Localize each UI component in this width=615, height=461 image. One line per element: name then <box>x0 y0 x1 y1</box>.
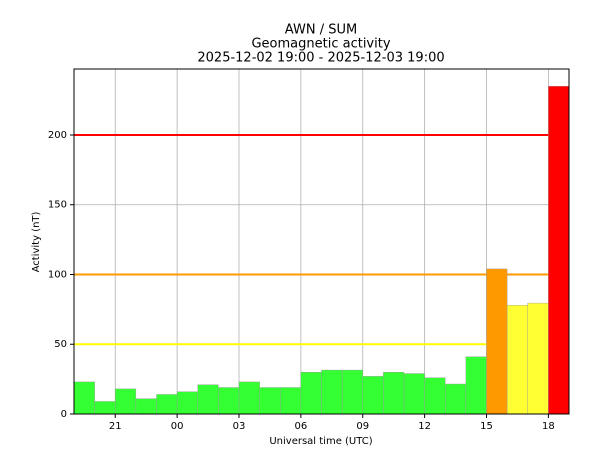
x-tick-label: 00 <box>171 421 184 432</box>
bar <box>280 387 302 415</box>
y-tick-label: 150 <box>48 200 67 211</box>
x-tick-label: 18 <box>542 421 555 432</box>
bar <box>465 356 487 415</box>
bar <box>424 377 446 415</box>
bar <box>383 371 405 415</box>
x-tick-label: 12 <box>418 421 431 432</box>
y-tick-label: 100 <box>48 269 67 280</box>
x-axis-label: Universal time (UTC) <box>269 436 372 447</box>
bar <box>115 388 137 415</box>
bar <box>197 384 219 415</box>
bar <box>94 401 116 415</box>
bar <box>238 381 260 415</box>
bar <box>218 387 240 415</box>
bar <box>73 381 95 415</box>
bar <box>548 85 570 415</box>
bar <box>321 369 343 415</box>
plot-frame <box>73 68 570 415</box>
bar <box>486 268 508 415</box>
chart-subtitle: Geomagnetic activity <box>251 37 390 52</box>
bar <box>341 369 363 415</box>
bar <box>176 391 198 415</box>
bar <box>156 394 178 415</box>
y-tick-label: 200 <box>48 130 67 141</box>
bar <box>259 387 281 415</box>
y-tick-label: 0 <box>61 409 67 420</box>
x-tick-label: 06 <box>295 421 308 432</box>
bar <box>300 371 322 415</box>
x-tick-label: 21 <box>109 421 122 432</box>
chart-period: 2025-12-02 19:00 - 2025-12-03 19:00 <box>197 51 444 66</box>
y-tick-label: 50 <box>54 339 67 350</box>
bar <box>135 398 157 415</box>
x-tick-label: 09 <box>356 421 369 432</box>
chart-title: AWN / SUM <box>285 23 357 38</box>
bar <box>527 302 549 415</box>
bar <box>445 383 467 415</box>
bar <box>362 376 384 415</box>
x-tick-label: 15 <box>480 421 493 432</box>
x-tick-label: 03 <box>233 421 246 432</box>
bar <box>403 373 425 415</box>
y-axis-label: Activity (nT) <box>31 211 42 272</box>
bar <box>506 304 528 415</box>
